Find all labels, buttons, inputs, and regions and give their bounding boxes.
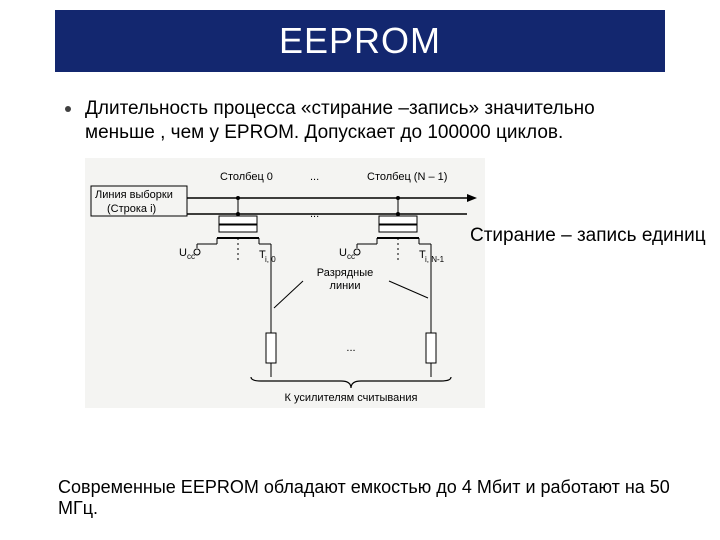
svg-text:i, 0: i, 0 [265, 255, 276, 264]
svg-text:U: U [339, 247, 347, 259]
side-annotation: Стирание – запись единиц [470, 225, 706, 247]
svg-text:Линия выборки: Линия выборки [95, 189, 173, 201]
svg-text:(Строка i): (Строка i) [107, 203, 156, 215]
bullet-block: Длительность процесса «стирание –запись»… [65, 97, 665, 145]
circuit-diagram: Линия выборки (Строка i) Столбец 0 Столбец … [85, 158, 485, 408]
svg-text:...: ... [310, 208, 319, 220]
bullet-text: Длительность процесса «стирание –запись»… [85, 97, 665, 145]
svg-text:...: ... [310, 171, 319, 183]
svg-text:К усилителям считывания: К усилителям считывания [285, 392, 418, 404]
svg-text:Разрядные: Разрядные [317, 267, 373, 279]
svg-text:Столбец 0: Столбец 0 [220, 171, 273, 183]
diagram-svg: Линия выборки (Строка i) Столбец 0 Столбец … [85, 158, 485, 408]
bullet-dot [65, 106, 71, 112]
svg-text:линии: линии [330, 280, 361, 292]
svg-text:Столбец (N – 1): Столбец (N – 1) [367, 171, 447, 183]
svg-text:...: ... [346, 342, 355, 354]
svg-text:U: U [179, 247, 187, 259]
slide-title: EEPROM [279, 20, 441, 62]
svg-text:cc: cc [347, 252, 355, 261]
title-bar: EEPROM [55, 10, 665, 72]
svg-text:cc: cc [187, 252, 195, 261]
svg-text:i, N-1: i, N-1 [425, 255, 445, 264]
footer-note: Современные EEPROM обладают емкостью до … [58, 477, 678, 519]
